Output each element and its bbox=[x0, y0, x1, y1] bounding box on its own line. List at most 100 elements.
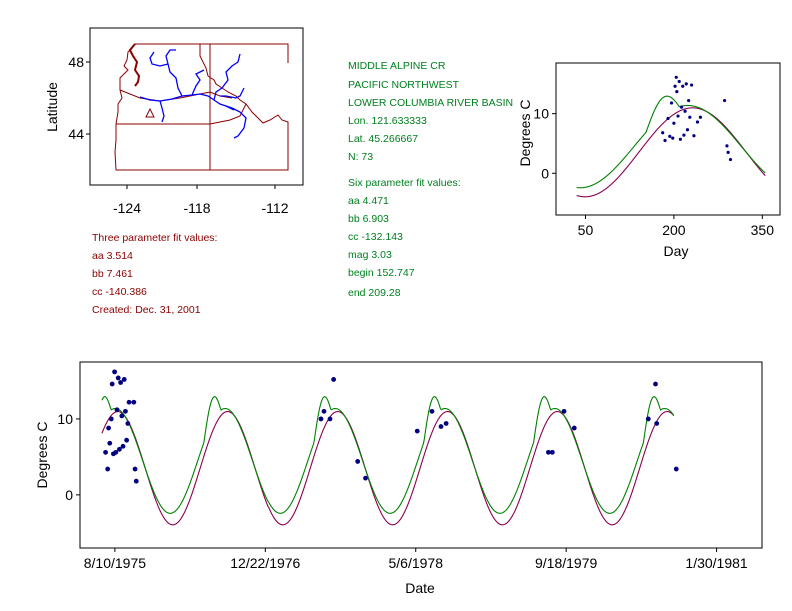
data-point bbox=[681, 84, 685, 88]
time-series-xlabel: Date bbox=[405, 580, 435, 596]
six-param-aa: aa 4.471 bbox=[348, 195, 389, 207]
map-xtick: -112 bbox=[262, 200, 289, 216]
data-point bbox=[105, 466, 111, 472]
data-point bbox=[113, 449, 119, 455]
data-point bbox=[112, 369, 117, 375]
data-point bbox=[645, 416, 651, 422]
data-point bbox=[678, 137, 682, 141]
data-point bbox=[131, 399, 137, 405]
data-point bbox=[722, 98, 727, 103]
six-parameter-fit: Six parameter fit values: aa 4.471 bb 6.… bbox=[348, 177, 461, 299]
data-point bbox=[571, 425, 577, 431]
created-date: Created: Dec. 31, 2001 bbox=[92, 304, 201, 316]
station-name: MIDDLE ALPINE CR bbox=[348, 60, 446, 72]
xtick-label: 8/10/1975 bbox=[84, 555, 146, 571]
day-chart-frame bbox=[555, 62, 781, 216]
data-point bbox=[679, 105, 684, 109]
data-point bbox=[725, 144, 729, 148]
data-point bbox=[414, 428, 420, 434]
data-point bbox=[123, 408, 128, 414]
station-region: PACIFIC NORTHWEST bbox=[348, 79, 460, 91]
data-point bbox=[103, 449, 108, 455]
data-point bbox=[355, 459, 361, 464]
data-point bbox=[327, 416, 333, 422]
data-point bbox=[117, 446, 122, 452]
map-frame bbox=[89, 27, 304, 186]
data-point bbox=[671, 136, 675, 140]
day-chart-marks: 0 10 50 200 350 bbox=[533, 75, 775, 238]
data-point bbox=[674, 75, 678, 79]
data-point bbox=[666, 116, 670, 121]
data-point bbox=[673, 466, 679, 472]
map-xtick: -118 bbox=[184, 200, 211, 216]
data-point bbox=[675, 90, 679, 94]
map-xtick: -124 bbox=[113, 200, 141, 216]
three-param-bb: bb 7.461 bbox=[92, 268, 133, 280]
data-point bbox=[676, 114, 680, 118]
data-point bbox=[561, 408, 567, 414]
station-longitude: Lon. 121.633333 bbox=[348, 115, 427, 127]
time-series-frame bbox=[79, 361, 763, 549]
xtick-label: 50 bbox=[578, 222, 594, 238]
three-param-title: Three parameter fit values: bbox=[92, 232, 217, 244]
three-param-cc: cc -140.386 bbox=[92, 286, 147, 298]
station-basin: LOWER COLUMBIA RIVER BASIN bbox=[348, 97, 513, 109]
map-ylabel: Latitude bbox=[44, 82, 60, 132]
data-point bbox=[663, 138, 667, 143]
six-param-title: Six parameter fit values: bbox=[348, 177, 461, 189]
fit-line-three-param bbox=[101, 410, 675, 526]
time-series-chart: 0 10 8/10/1975 12/22/1976 5/6/1978 9/18/1979 1… bbox=[34, 361, 763, 596]
fit-line-six-param bbox=[576, 95, 766, 189]
data-point bbox=[726, 150, 730, 155]
triangle-icon bbox=[145, 107, 155, 118]
fit-line-six-param bbox=[101, 396, 675, 514]
data-point bbox=[438, 424, 444, 429]
data-point bbox=[687, 98, 691, 103]
data-point bbox=[677, 79, 681, 84]
location-map: 48 44 Latitude -124 -118 -112 bbox=[44, 27, 304, 216]
data-point bbox=[108, 416, 114, 422]
time-series-ylabel: Degrees C bbox=[34, 422, 50, 489]
ytick-label: 10 bbox=[57, 411, 73, 427]
day-chart-xlabel: Day bbox=[664, 243, 689, 259]
data-point bbox=[124, 437, 130, 443]
data-point bbox=[673, 84, 677, 88]
xtick-label: 200 bbox=[662, 222, 686, 238]
xtick-label: 1/30/1981 bbox=[685, 555, 747, 571]
data-point bbox=[106, 425, 111, 431]
data-point bbox=[728, 157, 733, 162]
ytick-label: 10 bbox=[533, 106, 549, 122]
six-param-mag: mag 3.03 bbox=[348, 249, 392, 261]
data-point bbox=[698, 115, 703, 119]
data-point bbox=[654, 421, 660, 426]
data-point bbox=[429, 408, 435, 414]
ytick-label: 0 bbox=[65, 487, 73, 503]
data-point bbox=[331, 377, 337, 382]
data-point bbox=[661, 131, 665, 135]
data-point bbox=[363, 475, 368, 481]
data-point bbox=[109, 381, 115, 387]
xtick-label: 5/6/1978 bbox=[388, 555, 443, 571]
data-point bbox=[672, 121, 676, 125]
data-point bbox=[132, 466, 138, 472]
xtick-label: 9/18/1979 bbox=[535, 555, 597, 571]
data-point bbox=[126, 399, 132, 405]
data-point bbox=[549, 449, 555, 455]
data-point bbox=[125, 421, 131, 426]
map-ytick: 44 bbox=[68, 126, 84, 142]
station-latitude: Lat. 45.266667 bbox=[348, 133, 418, 145]
xtick-label: 350 bbox=[751, 222, 775, 238]
six-param-cc: cc -132.143 bbox=[348, 231, 403, 243]
data-point bbox=[546, 449, 551, 455]
data-point bbox=[669, 101, 674, 105]
xtick-label: 12/22/1976 bbox=[230, 555, 300, 571]
six-param-bb: bb 6.903 bbox=[348, 213, 389, 225]
data-point bbox=[318, 416, 324, 422]
station-info: MIDDLE ALPINE CR PACIFIC NORTHWEST LOWER… bbox=[348, 60, 513, 163]
data-point bbox=[668, 134, 672, 138]
day-chart-ylabel: Degrees C bbox=[517, 100, 533, 167]
data-point bbox=[692, 134, 696, 138]
data-point bbox=[120, 443, 126, 449]
ytick-label: 0 bbox=[541, 165, 549, 181]
